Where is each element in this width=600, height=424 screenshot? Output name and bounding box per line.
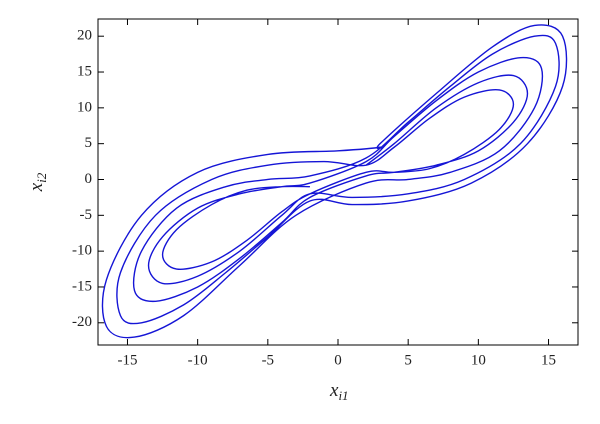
y-axis-label-sub: i2	[34, 172, 49, 183]
x-tick-label: -5	[262, 352, 275, 368]
x-axis-label-sub: i1	[338, 388, 348, 403]
y-tick-label: -10	[72, 243, 92, 259]
y-tick-label: -15	[72, 278, 92, 294]
x-tick-label: -15	[117, 352, 137, 368]
x-axis-label-main: x	[329, 380, 339, 401]
trajectory	[101, 24, 568, 339]
x-tick-label: 10	[471, 352, 486, 368]
x-tick-label: 15	[541, 352, 556, 368]
y-tick-label: 15	[77, 63, 92, 79]
x-axis-label: xi1	[329, 380, 349, 403]
y-tick-label: 20	[77, 28, 92, 44]
x-tick-label: 5	[404, 352, 412, 368]
y-axis-label-main: x	[26, 182, 47, 192]
y-tick-label: 0	[85, 171, 93, 187]
y-tick-label: 10	[77, 99, 92, 115]
y-tick-label: 5	[85, 135, 93, 151]
y-axis-label: xi2	[26, 172, 49, 192]
plot-frame	[97, 18, 579, 346]
x-tick-label: -10	[188, 352, 208, 368]
y-tick-label: -20	[72, 314, 92, 330]
x-tick-label: 0	[334, 352, 342, 368]
y-tick-label: -5	[80, 207, 93, 223]
